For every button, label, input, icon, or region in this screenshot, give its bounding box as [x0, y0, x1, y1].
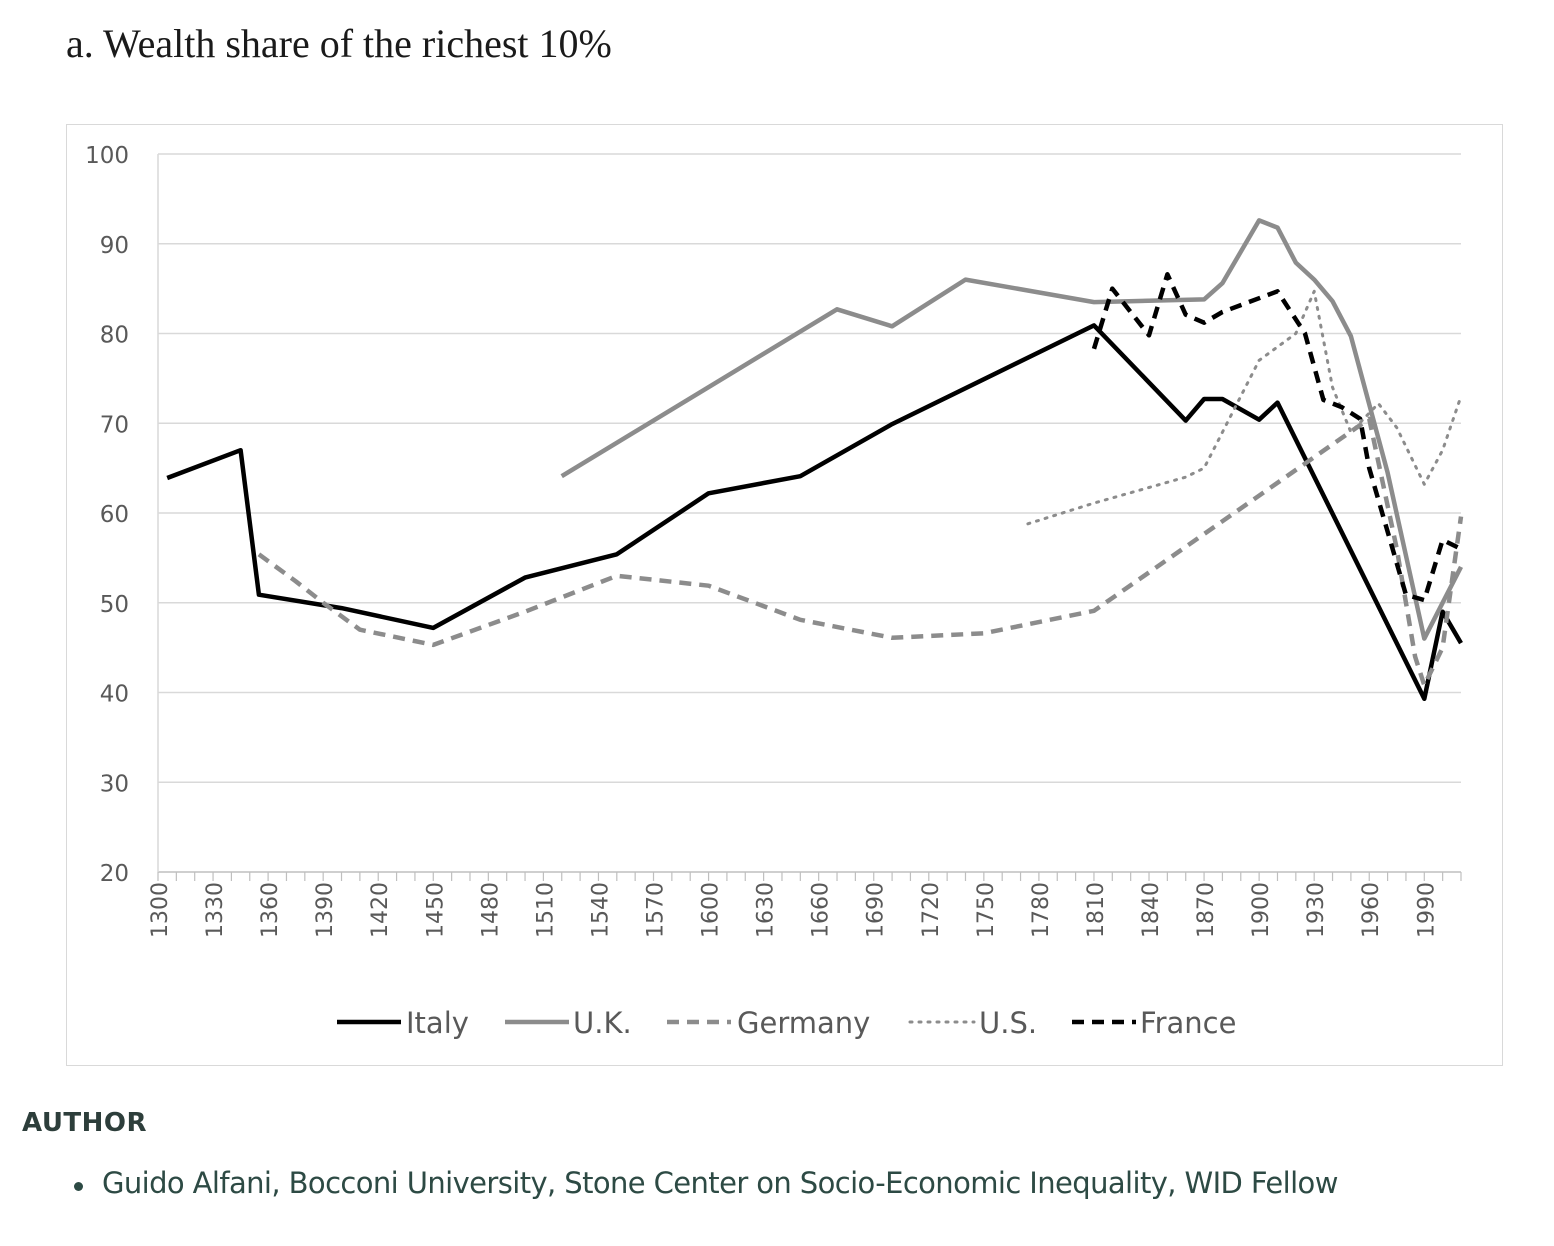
author-list: Guido Alfani, Bocconi University, Stone … [22, 1166, 1338, 1200]
x-tick-label: 1300 [148, 882, 173, 938]
x-tick-label: 1540 [588, 882, 613, 938]
y-tick-label: 80 [100, 323, 129, 349]
series-line-france [1091, 272, 1462, 603]
legend-label: France [1140, 1006, 1236, 1040]
wealth-share-chart: 20 30 40 50 60 70 80 90 100 1300 1330 1360 1390 1420 1… [85, 143, 1464, 1040]
series-line-italy [166, 323, 1463, 702]
x-tick-label: 1810 [1084, 882, 1109, 938]
x-tick-label: 1510 [533, 882, 558, 938]
x-tick-label: 1750 [974, 882, 999, 938]
x-tick-label: 1660 [809, 882, 834, 938]
y-tick-label: 70 [100, 412, 129, 438]
legend-label: Germany [737, 1006, 870, 1040]
legend: Italy U.K. Germany U.S. France [337, 1006, 1236, 1040]
x-tick-label: 1720 [919, 882, 944, 938]
x-tick-label: 1840 [1139, 882, 1164, 938]
axis-layer: 20 30 40 50 60 70 80 90 100 1300 1330 1360 1390 1420 1… [85, 143, 1462, 938]
y-tick-label: 30 [100, 771, 129, 797]
legend-label: U.K. [573, 1006, 632, 1040]
series-line-us [1026, 289, 1463, 526]
x-tick-label: 1690 [864, 882, 889, 938]
legend-label: Italy [406, 1006, 469, 1040]
y-tick-label: 60 [100, 502, 129, 528]
x-tick-label: 1390 [313, 882, 338, 938]
y-tick-label: 20 [100, 861, 129, 887]
series-line-germany [257, 416, 1464, 688]
series-layer [166, 218, 1464, 702]
x-tick-label: 1870 [1194, 882, 1219, 938]
series-line-uk [560, 218, 1464, 641]
x-tick-label: 1600 [699, 882, 724, 938]
x-tick-label: 1570 [644, 882, 669, 938]
chart-frame [66, 124, 1503, 1066]
x-tick-label: 1960 [1359, 882, 1384, 938]
x-tick-label: 1990 [1414, 882, 1439, 938]
x-tick-label: 1450 [423, 882, 448, 938]
x-tick-label: 1930 [1304, 882, 1329, 938]
y-tick-label: 40 [100, 682, 129, 708]
x-tick-label: 1360 [258, 882, 283, 938]
legend-label: U.S. [979, 1006, 1037, 1040]
y-tick-label: 90 [100, 233, 129, 259]
x-tick-label: 1480 [478, 882, 503, 938]
author-heading: AUTHOR [22, 1108, 148, 1138]
x-tick-label: 1330 [203, 882, 228, 938]
grid-layer [158, 153, 1461, 783]
author-list-item[interactable]: Guido Alfani, Bocconi University, Stone … [22, 1166, 1338, 1200]
x-tick-label: 1420 [368, 882, 393, 938]
x-tick-label: 1780 [1029, 882, 1054, 938]
x-tick-label: 1630 [754, 882, 779, 938]
y-tick-label: 50 [100, 592, 129, 618]
x-tick-label: 1900 [1249, 882, 1274, 938]
chart-title: a. Wealth share of the richest 10% [66, 21, 612, 66]
y-tick-label: 100 [85, 143, 129, 169]
